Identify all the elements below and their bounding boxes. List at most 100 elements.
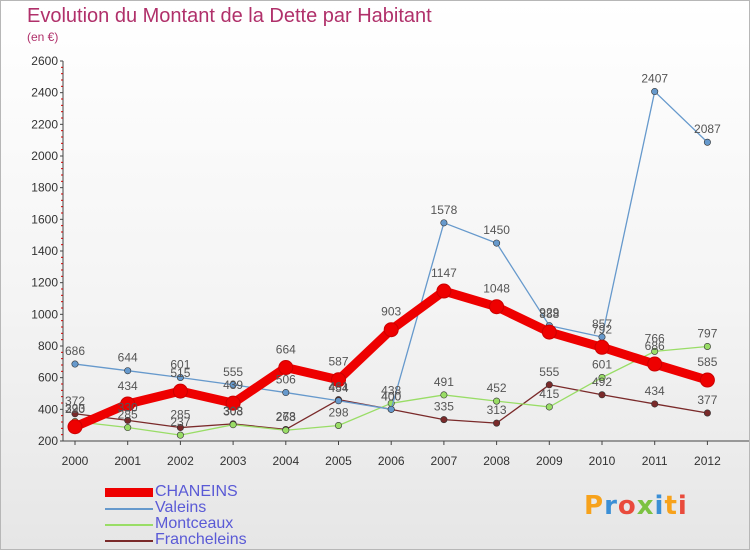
data-label: 438 [381,383,401,397]
x-tick-label: 2002 [167,454,194,468]
x-tick-label: 2009 [536,454,563,468]
data-label: 492 [592,375,612,389]
logo-letter: r [604,491,618,521]
data-label: 298 [328,405,348,419]
data-label: 555 [539,365,559,379]
data-label: 461 [328,380,348,394]
x-tick-label: 2006 [378,454,405,468]
x-tick-label: 2003 [220,454,247,468]
legend-label: CHANEINS [155,483,238,500]
legend-label: Francheleins [155,531,247,548]
logo-letter: i [677,491,688,521]
y-tick-label: 600 [38,371,58,385]
y-tick-label: 200 [38,434,58,448]
y-tick-label: 400 [38,402,58,416]
data-label: 268 [276,410,296,424]
y-tick-label: 2400 [31,86,58,100]
logo-letter: P [584,491,605,521]
x-tick-label: 2010 [589,454,616,468]
chart-unit: (en €) [27,30,59,44]
x-tick-label: 2000 [62,454,89,468]
data-point [67,419,83,435]
data-label: 330 [118,400,138,414]
data-label: 1147 [431,266,457,280]
data-point [124,416,132,424]
proxiti-logo[interactable]: Proxiti [584,491,688,521]
data-point [545,381,553,389]
data-point [71,410,79,418]
x-tick-label: 2001 [114,454,141,468]
data-point [493,397,501,405]
data-label: 400 [381,389,401,403]
data-point [545,403,553,411]
data-label: 1450 [483,223,510,237]
data-point [225,395,241,411]
data-label: 555 [223,365,243,379]
data-point [440,219,448,227]
y-tick-label: 1000 [31,307,58,321]
data-point [703,409,711,417]
data-point [172,383,188,399]
data-point [651,347,659,355]
legend-label: Valeins [155,499,207,516]
data-label: 273 [276,409,296,423]
data-label: 888 [539,307,559,321]
data-point [124,424,132,432]
y-tick-label: 2200 [31,117,58,131]
data-label: 792 [592,322,612,336]
data-label: 434 [118,379,138,393]
data-label: 515 [170,366,190,380]
data-label: 2087 [694,122,721,136]
data-point [651,400,659,408]
data-point [703,342,711,350]
data-label: 857 [592,317,612,331]
data-label: 766 [645,331,665,345]
data-point [493,239,501,247]
x-tick-label: 2008 [483,454,510,468]
x-tick-label: 2005 [325,454,352,468]
x-tick-label: 2007 [431,454,458,468]
data-point [278,360,294,376]
data-label: 434 [645,384,665,398]
data-label: 303 [223,405,243,419]
data-point [436,283,452,299]
y-tick-label: 1600 [31,212,58,226]
data-point [598,374,606,382]
data-label: 452 [487,381,507,395]
data-point [176,374,184,382]
data-point [440,416,448,424]
data-point [120,396,136,412]
data-label: 285 [170,408,190,422]
data-point [541,324,557,340]
data-label: 372 [65,394,85,408]
data-label: 664 [276,343,296,357]
logo-letter: x [636,491,655,521]
data-point [493,419,501,427]
data-label: 285 [118,408,138,422]
data-point [282,426,290,434]
data-point [651,88,659,96]
data-label: 491 [434,375,454,389]
data-label: 400 [381,389,401,403]
data-label: 323 [65,402,85,416]
data-label: 797 [697,326,717,340]
data-label: 313 [487,403,507,417]
data-point [383,322,399,338]
legend-swatch [105,488,153,497]
y-tick-label: 800 [38,339,58,353]
y-tick-label: 1200 [31,276,58,290]
legend-swatch [105,524,153,526]
data-point [598,391,606,399]
data-label: 686 [645,339,665,353]
data-point [176,431,184,439]
data-point [387,405,395,413]
legend-label: Montceaux [155,515,234,532]
data-label: 644 [118,351,138,365]
data-point [594,339,610,355]
data-point [176,424,184,432]
data-point [71,360,79,368]
data-point [699,372,715,388]
data-point [229,381,237,389]
